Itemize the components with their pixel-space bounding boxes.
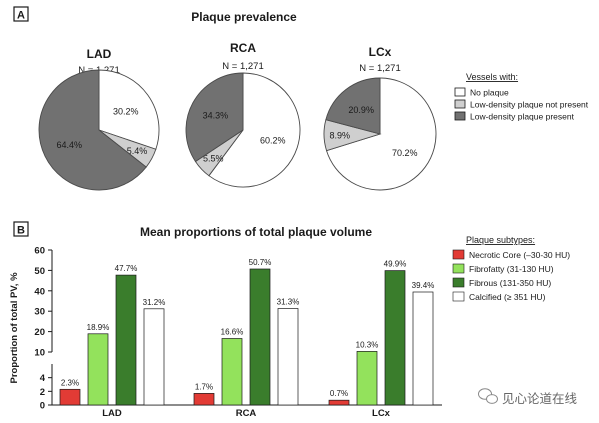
legend-b-swatch-fibrous (452, 277, 465, 288)
pie-label-lad-low-density-plaque-present: 64.4% (57, 140, 83, 150)
y-tick-label-40: 40 (34, 286, 45, 297)
bar-label-lad-calcified-351-hu: 31.2% (143, 298, 166, 307)
pie-lcx-subtitle: N = 1,271 (359, 63, 400, 74)
legend-b-swatch-necrotic (452, 249, 465, 260)
legend-b-label-necrotic: Necrotic Core (–30-30 HU) (469, 250, 570, 260)
legend-a-label-no-plaque: No plaque (470, 88, 509, 98)
legend-a-label-ld-not-present: Low-density plaque not present (470, 100, 589, 110)
pie-lcx-title: LCx (369, 45, 392, 59)
legend-b-swatch-fibrofatty (452, 263, 465, 274)
legend-b-title: Plaque subtypes: (466, 235, 535, 245)
bar-lcx-necrotic-core-30-30-hu (328, 399, 350, 406)
bar-lad-fibrofatty-31-130-hu (87, 333, 109, 406)
pie-label-lad-no-plaque: 30.2% (113, 106, 139, 116)
bar-lcx-calcified-351-hu (412, 291, 434, 406)
bar-lad-calcified-351-hu (143, 308, 165, 406)
pie-slice-lcx-low-density-plaque-present (325, 77, 381, 135)
legend-a-swatch-ld-present (454, 111, 466, 121)
y-tick-label-4: 4 (40, 373, 46, 384)
y-tick-label-10: 10 (34, 348, 45, 359)
bar-rca-calcified-351-hu (277, 308, 299, 406)
x-category-label-lcx: LCx (372, 408, 391, 419)
pie-chart-lcx: 70.2% 8.9% 20.9% (323, 77, 437, 191)
y-tick-label-30: 30 (34, 307, 45, 318)
legend-a-label-ld-present: Low-density plaque present (470, 112, 575, 122)
panel-b-label-box (13, 221, 29, 237)
bar-lad-necrotic-core-30-30-hu (59, 388, 81, 406)
y-tick-label-2: 2 (40, 387, 45, 398)
legend-b-label-calcified: Calcified (≥ 351 HU) (469, 292, 546, 302)
watermark-text: 见心论道在线 (502, 392, 578, 406)
legend-b-swatch-calcified (452, 291, 465, 302)
bar-rca-fibrous-131-350-hu (249, 268, 271, 406)
pie-lad-title: LAD (87, 47, 112, 61)
bar-label-rca-fibrous-131-350-hu: 50.7% (249, 258, 272, 267)
legend-b-label-fibrous: Fibrous (131-350 HU) (469, 278, 551, 288)
bar-label-lad-fibrous-131-350-hu: 47.7% (115, 264, 138, 273)
bar-lcx-fibrous-131-350-hu (384, 270, 406, 406)
legend-a-swatch-no-plaque (454, 87, 466, 97)
panel-b-letter: B (17, 225, 25, 237)
pie-rca-title: RCA (230, 41, 256, 55)
pie-label-lcx-low-density-plaque-present: 20.9% (348, 105, 374, 115)
bar-rca-fibrofatty-31-130-hu (221, 338, 243, 406)
bar-lcx-fibrofatty-31-130-hu (356, 351, 378, 406)
bar-label-lad-necrotic-core-30-30-hu: 2.3% (61, 378, 79, 387)
bar-label-rca-fibrofatty-31-130-hu: 16.6% (221, 328, 244, 337)
pie-label-lcx-low-density-plaque-not-present: 8.9% (329, 130, 350, 140)
y-axis-ticks: 0 2 4 10 20 30 40 50 60 (34, 246, 52, 412)
pie-slice-lad-no-plaque (98, 69, 160, 150)
bar-label-lcx-fibrous-131-350-hu: 49.9% (384, 260, 407, 269)
bar-label-rca-calcified-351-hu: 31.3% (277, 298, 300, 307)
x-category-label-rca: RCA (236, 408, 257, 419)
y-axis-title: Proportion of total PV, % (9, 272, 20, 384)
y-tick-label-50: 50 (34, 266, 45, 277)
panel-a-letter: A (17, 10, 25, 22)
watermark: 见心论道在线 (478, 388, 578, 406)
bar-label-lcx-necrotic-core-30-30-hu: 0.7% (330, 389, 348, 398)
pie-chart-rca: 60.2% 5.5% 34.3% (185, 72, 301, 188)
bar-marks: 2.3% 18.9% 47.7% 31.2% LAD 1.7% 16.6% 50.7% 31.3… (59, 258, 435, 419)
panel-b-legend: Plaque subtypes: Necrotic Core (–30-30 H… (452, 235, 570, 302)
bar-label-lad-fibrofatty-31-130-hu: 18.9% (87, 323, 110, 332)
bar-label-lcx-calcified-351-hu: 39.4% (412, 281, 435, 290)
pie-slice-lad-low-density-plaque-present (38, 69, 147, 191)
pie-label-rca-low-density-plaque-not-present: 5.5% (203, 154, 224, 164)
pie-label-lad-low-density-plaque-not-present: 5.4% (127, 146, 148, 156)
bar-chart: Proportion of total PV, % 0 2 4 10 20 30 40 50 6… (9, 246, 442, 419)
x-category-label-lad: LAD (102, 408, 122, 419)
panel-a-label-box (13, 6, 29, 22)
legend-b-label-fibrofatty: Fibrofatty (31-130 HU) (469, 264, 554, 274)
wechat-logo-icon (478, 388, 498, 404)
panel-a-title: Plaque prevalence (191, 10, 297, 24)
bar-rca-necrotic-core-30-30-hu (193, 393, 215, 406)
pie-label-rca-low-density-plaque-present: 34.3% (203, 111, 229, 121)
y-tick-label-60: 60 (34, 246, 45, 257)
panel-a-legend: Vessels with: No plaque Low-density plaq… (454, 72, 589, 122)
pie-chart-lad: 30.2% 5.4% 64.4% (38, 69, 160, 191)
y-tick-label-0: 0 (40, 401, 45, 412)
panel-b-title: Mean proportions of total plaque volume (140, 225, 372, 239)
pie-label-lcx-no-plaque: 70.2% (392, 148, 418, 158)
legend-a-title: Vessels with: (466, 72, 518, 82)
pie-slice-rca-low-density-plaque-present (185, 72, 244, 163)
bar-lad-fibrous-131-350-hu (115, 274, 137, 406)
bar-label-rca-necrotic-core-30-30-hu: 1.7% (195, 382, 213, 391)
bar-label-lcx-fibrofatty-31-130-hu: 10.3% (356, 340, 379, 349)
y-tick-label-20: 20 (34, 327, 45, 338)
legend-a-swatch-ld-not-present (454, 99, 466, 109)
pie-rca-subtitle: N = 1,271 (222, 61, 263, 72)
pie-slice-rca-no-plaque (208, 72, 301, 188)
pie-label-rca-no-plaque: 60.2% (260, 135, 286, 145)
